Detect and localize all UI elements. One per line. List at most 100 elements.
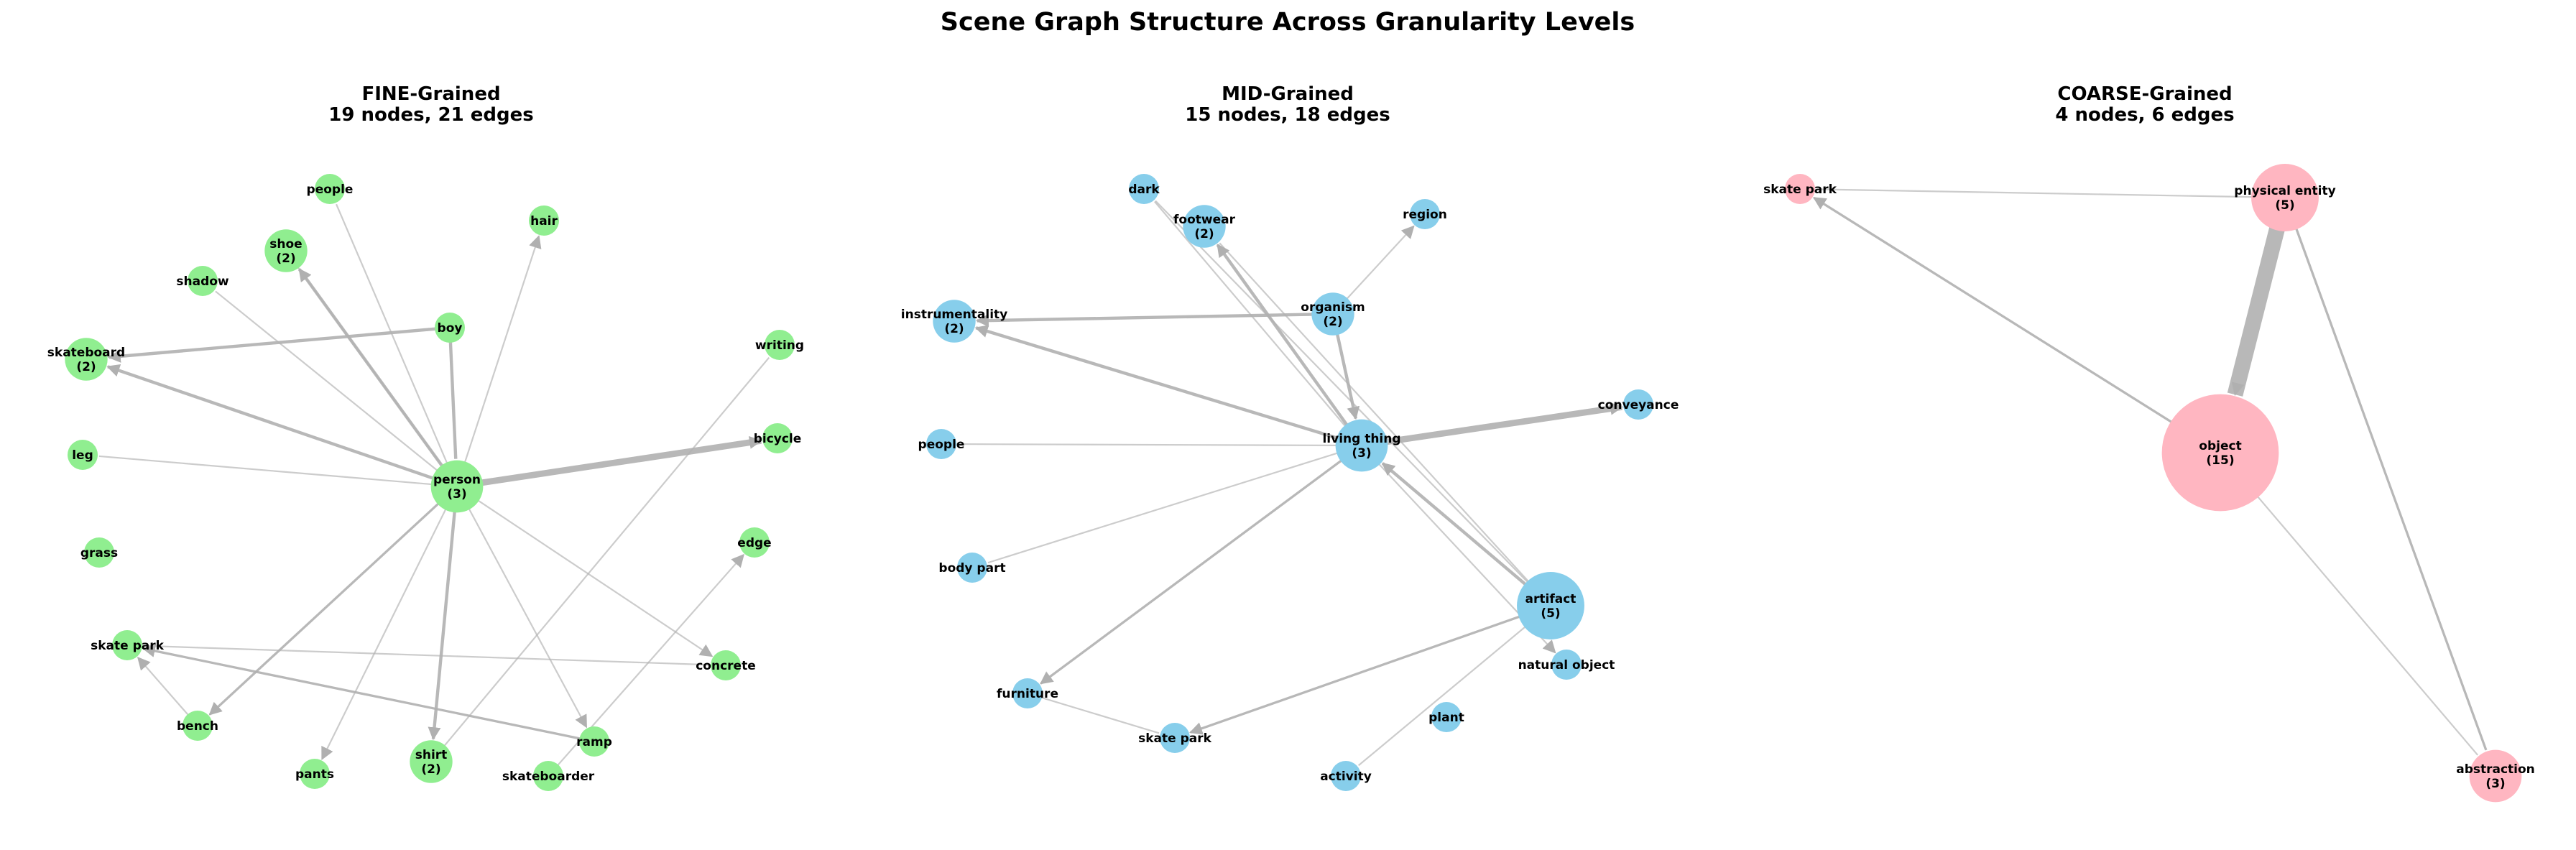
panel-mid-subtitle: 15 nodes, 18 edges (1185, 104, 1390, 126)
node-circle-skatepark (1160, 723, 1190, 753)
node-circle-ramp (579, 726, 609, 757)
node-circle-people (926, 429, 956, 459)
node-circle-boy (435, 313, 465, 343)
node-label-edge: edge (737, 536, 771, 550)
node-skatepark: skate park (1138, 723, 1212, 753)
node-circle-skatepark (1785, 174, 1815, 204)
panel-mid: MID-Grained 15 nodes, 18 edges dark footw… (901, 83, 1679, 791)
node-writing: writing (755, 330, 804, 360)
edge-organism-instrumentality (975, 313, 1321, 328)
edge-ramp-skatepark (142, 645, 586, 742)
node-label-skatepark: skate park (1763, 183, 1837, 197)
node-label-livingthing: living thing (3) (1322, 432, 1400, 461)
panel-mid-edges (957, 200, 1624, 767)
panel-coarse: COARSE-Grained 4 nodes, 6 edges skate pa… (1763, 83, 2535, 803)
node-label-writing: writing (755, 338, 804, 353)
node-physicalentity: physical entity (5) (2234, 164, 2336, 231)
node-label-concrete: concrete (696, 659, 756, 673)
node-label-organism: organism (2) (1301, 300, 1365, 329)
node-circle-skateboarder (533, 761, 563, 791)
node-label-skatepark: skate park (1138, 731, 1211, 746)
panel-fine-nodes: people hair shoe (2) shadow boy skateboard (2) w… (47, 174, 804, 791)
node-pants: pants (295, 759, 334, 789)
node-footwear: footwear (2) (1173, 205, 1236, 248)
node-grass: grass (80, 537, 118, 568)
node-label-naturalobject: natural object (1518, 658, 1615, 673)
panel-coarse-nodes: skate park physical entity (5) object (15) ab… (1763, 164, 2535, 803)
node-circle-people (315, 174, 345, 204)
node-people: people (918, 429, 964, 459)
edge-artifact-footwear (1219, 242, 1538, 591)
edge-object-abstraction (2242, 479, 2478, 756)
node-circle-skatepark (112, 630, 142, 660)
node-label-bicycle: bicycle (754, 432, 802, 446)
node-person: person (3) (430, 460, 484, 513)
node-shoe: shoe (2) (264, 229, 308, 272)
edge-livingthing-conveyance (1376, 402, 1624, 447)
node-leg: leg (68, 440, 98, 470)
panel-fine-subtitle: 19 nodes, 21 edges (328, 104, 533, 126)
node-label-skateboard: skateboard (2) (47, 346, 125, 374)
edge-shoe-person (292, 260, 442, 465)
node-bicycle: bicycle (754, 423, 802, 453)
node-circle-artifact (1517, 572, 1584, 639)
figure-title: Scene Graph Structure Across Granularity… (941, 8, 1635, 37)
node-boy: boy (435, 313, 465, 343)
edge-person-bicycle (471, 435, 763, 488)
panel-mid-nodes: dark footwear (2) region organism (2) instrume… (901, 174, 1679, 791)
node-circle-writing (765, 330, 795, 360)
edge-person-shirt (428, 502, 458, 741)
edge-artifact-skatepark (1188, 611, 1532, 735)
node-circle-object (2161, 394, 2279, 512)
edge-physicalentity-abstraction (2291, 216, 2488, 751)
node-label-abstraction: abstraction (3) (2456, 762, 2535, 791)
node-circle-shoe (264, 229, 308, 272)
panel-fine-title: FINE-Grained (361, 83, 500, 105)
panel-coarse-title: COARSE-Grained (2057, 83, 2232, 105)
node-label-bodypart: body part (938, 561, 1005, 576)
node-label-leg: leg (72, 448, 93, 463)
edge-object-skatepark (1812, 196, 2192, 435)
node-circle-instrumentality (933, 300, 976, 343)
node-ramp: ramp (576, 726, 612, 757)
node-circle-plant (1431, 702, 1462, 732)
node-circle-dark (1129, 174, 1159, 204)
edge-person-people (336, 203, 452, 473)
node-label-footwear: footwear (2) (1173, 213, 1236, 241)
panel-fine: FINE-Grained 19 nodes, 21 edges people ha… (47, 83, 804, 791)
node-label-skateboarder: skateboarder (502, 770, 595, 784)
node-label-grass: grass (80, 546, 118, 560)
node-label-ramp: ramp (576, 735, 612, 749)
node-label-plant: plant (1428, 711, 1464, 725)
node-label-activity: activity (1320, 770, 1372, 784)
node-bench: bench (177, 711, 218, 741)
node-label-bench: bench (177, 719, 218, 734)
edge-artifact-dark (1155, 200, 1538, 592)
node-skatepark: skate park (91, 630, 165, 660)
node-circle-naturalobject (1551, 650, 1582, 680)
edge-person-leg (98, 455, 442, 486)
node-circle-region (1410, 199, 1440, 229)
node-organism: organism (2) (1301, 292, 1365, 336)
node-circle-bodypart (957, 553, 987, 583)
panel-coarse-edges (1812, 188, 2488, 756)
node-circle-activity (1331, 761, 1361, 791)
node-hair: hair (529, 205, 559, 236)
node-shadow: shadow (176, 266, 229, 296)
node-label-hair: hair (530, 214, 558, 228)
node-skateboarder: skateboarder (502, 761, 595, 791)
node-circle-physicalentity (2251, 164, 2319, 231)
edge-person-shadow (215, 290, 446, 478)
node-circle-furniture (1012, 678, 1043, 708)
node-abstraction: abstraction (3) (2456, 749, 2535, 803)
edge-livingthing-dark (1154, 200, 1352, 435)
edge-boy-person (448, 336, 458, 459)
node-label-region: region (1403, 208, 1447, 222)
edge-person-concrete (469, 494, 714, 657)
node-circle-skateboard (65, 338, 108, 381)
node-conveyance: conveyance (1598, 389, 1679, 420)
node-artifact: artifact (5) (1517, 572, 1584, 639)
node-circle-abstraction (2469, 749, 2522, 803)
node-label-artifact: artifact (5) (1525, 592, 1576, 621)
node-circle-shirt (410, 740, 453, 783)
